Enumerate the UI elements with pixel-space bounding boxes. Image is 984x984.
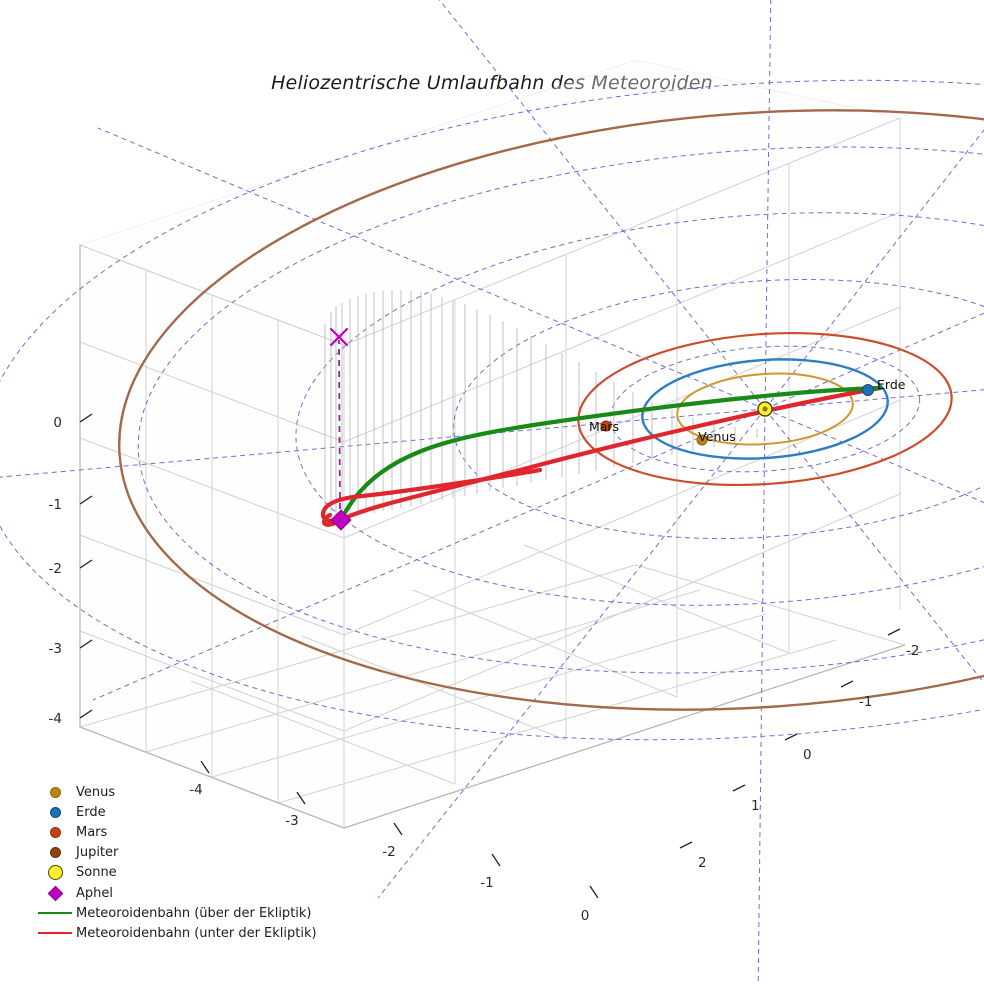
body-label-venus: Venus [698, 429, 736, 444]
meteoroid-track-above [338, 385, 883, 523]
aphel-marker-icon [34, 885, 76, 901]
aphel-marker [330, 509, 352, 531]
ztick-m2: -2 [906, 643, 919, 659]
mars-marker-icon [34, 826, 76, 838]
ytick-m2: -2 [49, 561, 62, 577]
legend-item-meteoroid-below[interactable]: Meteoroidenbahn (unter der Ekliptik) [34, 923, 364, 943]
body-sun [757, 401, 773, 417]
ztick-m1: -1 [859, 694, 872, 710]
axis-tick-labels-z: -2 -1 0 1 2 [698, 643, 919, 871]
axis-tick-labels-x: -4 -3 -2 -1 0 [189, 782, 589, 924]
legend-label-jupiter: Jupiter [76, 845, 119, 861]
page-title: Heliozentrische Umlaufbahn des Meteoroid… [271, 72, 713, 94]
axis-tick-labels-y: 0 -1 -2 -3 -4 [49, 415, 62, 727]
ytick-0: 0 [53, 415, 62, 431]
legend-item-mars[interactable]: Mars [34, 822, 364, 842]
legend-label-meteoroid-above: Meteoroidenbahn (über der Ekliptik) [76, 905, 312, 921]
aphel-connector-line [338, 339, 341, 521]
meteoroid-above-line-icon [34, 912, 76, 915]
legend-item-erde[interactable]: Erde [34, 802, 364, 822]
axes-panes [78, 59, 907, 829]
meteoroid-below-line-icon [34, 932, 76, 935]
legend-label-mars: Mars [76, 824, 108, 840]
axis-spines [79, 245, 906, 829]
xtick-m4: -4 [189, 782, 202, 798]
jupiter-marker-icon [34, 847, 76, 859]
legend-item-sonne[interactable]: Sonne [34, 863, 364, 883]
orbit-mars [577, 331, 953, 487]
ztick-1: 1 [751, 798, 760, 814]
legend-label-meteoroid-below: Meteoroidenbahn (unter der Ekliptik) [76, 925, 317, 941]
venus-marker-icon [34, 786, 76, 798]
legend: Venus Erde Mars Jupiter Sonne [34, 782, 364, 944]
legend-item-aphel[interactable]: Aphel [34, 883, 364, 903]
body-mars: Mars [589, 419, 619, 434]
body-label-earth: Erde [877, 377, 906, 392]
xtick-0: 0 [581, 908, 590, 924]
legend-item-venus[interactable]: Venus [34, 782, 364, 802]
body-label-mars: Mars [589, 419, 619, 434]
body-venus: Venus [696, 429, 736, 446]
legend-label-aphel: Aphel [76, 885, 113, 901]
legend-label-sonne: Sonne [76, 865, 117, 881]
meteoroid-aphelion-loop [320, 467, 543, 524]
orbit-venus [676, 372, 854, 446]
orbit-earth [641, 358, 889, 460]
ztick-0: 0 [803, 747, 812, 763]
xtick-m2: -2 [382, 844, 395, 860]
erde-marker-icon [34, 806, 76, 818]
ytick-m4: -4 [49, 711, 62, 727]
legend-item-meteoroid-above[interactable]: Meteoroidenbahn (über der Ekliptik) [34, 903, 364, 923]
legend-label-venus: Venus [76, 784, 116, 800]
ytick-m1: -1 [49, 497, 62, 513]
legend-item-jupiter[interactable]: Jupiter [34, 843, 364, 863]
xtick-m1: -1 [480, 875, 493, 891]
ytick-m3: -3 [49, 641, 62, 657]
axis-ticks [79, 413, 901, 899]
orbit-jupiter [118, 109, 984, 711]
xtick-m3: -3 [285, 813, 298, 829]
body-earth: Erde [862, 377, 906, 396]
legend-label-erde: Erde [76, 804, 106, 820]
sonne-marker-icon [34, 865, 76, 881]
aphel-projection-x-icon [329, 327, 349, 347]
ztick-2: 2 [698, 855, 707, 871]
